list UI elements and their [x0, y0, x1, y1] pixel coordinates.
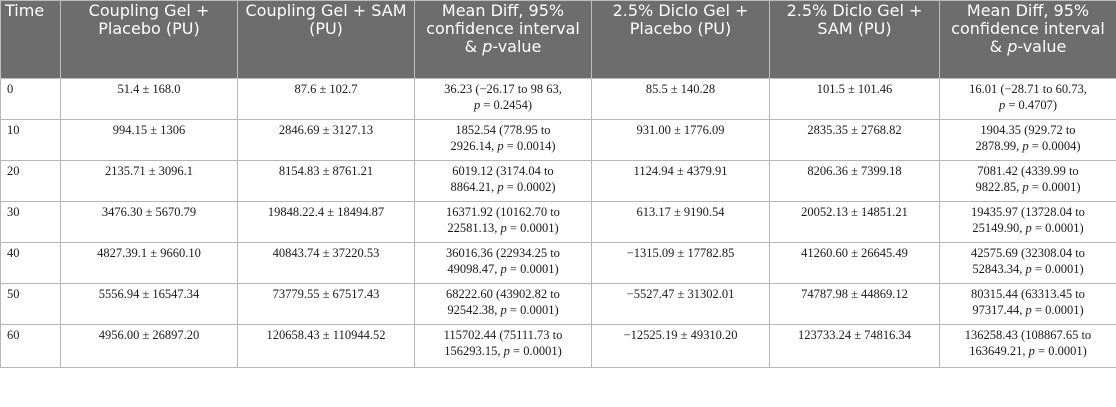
cell-mean-diff-1: 36.23 (−26.17 to 98 63, p = 0.2454): [414, 78, 592, 120]
cell-coupling-sam: 87.6 ± 102.7: [237, 78, 415, 120]
cell-coupling-sam: 120658.43 ± 110944.52: [237, 324, 415, 368]
header-diclo-placebo: 2.5% Diclo Gel + Placebo (PU): [591, 0, 770, 79]
cell-mean-diff-2: 16.01 (−28.71 to 60.73, p = 0.4707): [939, 78, 1116, 120]
cell-coupling-sam: 40843.74 ± 37220.53: [237, 242, 415, 284]
cell-diclo-sam: 41260.60 ± 26645.49: [769, 242, 940, 284]
cell-time: 40: [0, 242, 61, 284]
cell-diclo-placebo: 85.5 ± 140.28: [591, 78, 770, 120]
table-row: 10 994.15 ± 1306 2846.69 ± 3127.13 1852.…: [0, 119, 1116, 161]
cell-diclo-sam: 101.5 ± 101.46: [769, 78, 940, 120]
cell-diclo-placebo: 1124.94 ± 4379.91: [591, 160, 770, 202]
cell-coupling-placebo: 4827.39.1 ± 9660.10: [60, 242, 238, 284]
cell-coupling-sam: 73779.55 ± 67517.43: [237, 283, 415, 325]
cell-mean-diff-2: 1904.35 (929.72 to 2878.99, p = 0.0004): [939, 119, 1116, 161]
cell-mean-diff-2: 136258.43 (108867.65 to 163649.21, p = 0.…: [939, 324, 1116, 368]
cell-mean-diff-1: 68222.60 (43902.82 to 92542.38, p = 0.000…: [414, 283, 592, 325]
header-coupling-sam: Coupling Gel + SAM (PU): [237, 0, 415, 79]
cell-coupling-sam: 2846.69 ± 3127.13: [237, 119, 415, 161]
cell-coupling-placebo: 4956.00 ± 26897.20: [60, 324, 238, 368]
header-row: Time Coupling Gel + Placebo (PU) Couplin…: [0, 0, 1116, 79]
header-mean-diff-2: Mean Diff, 95% confidence interval & p-v…: [939, 0, 1116, 79]
cell-diclo-placebo: −5527.47 ± 31302.01: [591, 283, 770, 325]
cell-time: 20: [0, 160, 61, 202]
table-row: 60 4956.00 ± 26897.20 120658.43 ± 110944…: [0, 324, 1116, 368]
cell-mean-diff-1: 115702.44 (75111.73 to 156293.15, p = 0.0…: [414, 324, 592, 368]
cell-time: 50: [0, 283, 61, 325]
cell-coupling-placebo: 51.4 ± 168.0: [60, 78, 238, 120]
cell-diclo-placebo: 613.17 ± 9190.54: [591, 201, 770, 243]
cell-diclo-placebo: −1315.09 ± 17782.85: [591, 242, 770, 284]
cell-time: 10: [0, 119, 61, 161]
cell-mean-diff-2: 80315.44 (63313.45 to 97317.44, p = 0.000…: [939, 283, 1116, 325]
header-diclo-sam: 2.5% Diclo Gel + SAM (PU): [769, 0, 940, 79]
cell-diclo-sam: 2835.35 ± 2768.82: [769, 119, 940, 161]
cell-diclo-sam: 74787.98 ± 44869.12: [769, 283, 940, 325]
cell-coupling-placebo: 5556.94 ± 16547.34: [60, 283, 238, 325]
cell-mean-diff-2: 19435.97 (13728.04 to 25149.90, p = 0.000…: [939, 201, 1116, 243]
table-row: 0 51.4 ± 168.0 87.6 ± 102.7 36.23 (−26.1…: [0, 78, 1116, 120]
cell-mean-diff-2: 42575.69 (32308.04 to 52843.34, p = 0.000…: [939, 242, 1116, 284]
table-row: 50 5556.94 ± 16547.34 73779.55 ± 67517.4…: [0, 283, 1116, 325]
results-table: Time Coupling Gel + Placebo (PU) Couplin…: [0, 0, 1116, 368]
cell-coupling-placebo: 3476.30 ± 5670.79: [60, 201, 238, 243]
table-row: 20 2135.71 ± 3096.1 8154.83 ± 8761.21 60…: [0, 160, 1116, 202]
cell-mean-diff-1: 6019.12 (3174.04 to 8864.21, p = 0.0002): [414, 160, 592, 202]
table-row: 40 4827.39.1 ± 9660.10 40843.74 ± 37220.…: [0, 242, 1116, 284]
table-row: 30 3476.30 ± 5670.79 19848.22.4 ± 18494.…: [0, 201, 1116, 243]
cell-time: 30: [0, 201, 61, 243]
cell-mean-diff-1: 36016.36 (22934.25 to 49098.47, p = 0.000…: [414, 242, 592, 284]
cell-time: 0: [0, 78, 61, 120]
cell-coupling-sam: 8154.83 ± 8761.21: [237, 160, 415, 202]
cell-diclo-placebo: 931.00 ± 1776.09: [591, 119, 770, 161]
cell-diclo-sam: 8206.36 ± 7399.18: [769, 160, 940, 202]
cell-diclo-placebo: −12525.19 ± 49310.20: [591, 324, 770, 368]
cell-coupling-placebo: 994.15 ± 1306: [60, 119, 238, 161]
cell-diclo-sam: 20052.13 ± 14851.21: [769, 201, 940, 243]
cell-diclo-sam: 123733.24 ± 74816.34: [769, 324, 940, 368]
cell-mean-diff-1: 16371.92 (10162.70 to 22581.13, p = 0.000…: [414, 201, 592, 243]
cell-coupling-sam: 19848.22.4 ± 18494.87: [237, 201, 415, 243]
header-mean-diff-1: Mean Diff, 95% confidence interval & p-v…: [414, 0, 592, 79]
cell-time: 60: [0, 324, 61, 368]
cell-mean-diff-2: 7081.42 (4339.99 to 9822.85, p = 0.0001): [939, 160, 1116, 202]
header-coupling-placebo: Coupling Gel + Placebo (PU): [60, 0, 238, 79]
cell-mean-diff-1: 1852.54 (778.95 to 2926.14, p = 0.0014): [414, 119, 592, 161]
header-time: Time: [0, 0, 61, 79]
cell-coupling-placebo: 2135.71 ± 3096.1: [60, 160, 238, 202]
